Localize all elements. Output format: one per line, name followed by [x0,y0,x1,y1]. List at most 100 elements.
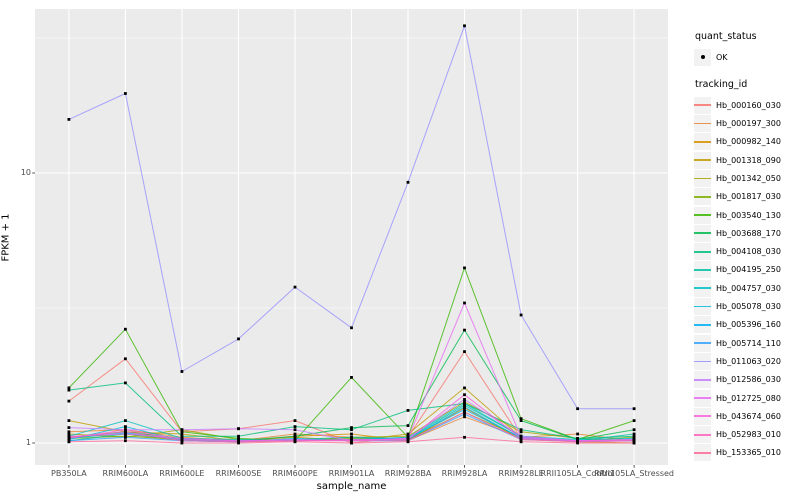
data-point [406,440,410,444]
data-point [350,439,353,443]
legend-item-label: Hb_003688_170 [716,228,781,238]
y-axis-title: FPKM + 1 [0,213,12,262]
data-point [350,426,353,429]
legend-key-box [694,243,711,261]
data-point [576,407,579,411]
legend-line-icon [694,159,711,162]
legend-title-tracking-id: tracking_id [695,79,748,91]
data-point [632,419,636,422]
legend-item-label: Hb_052983_010 [716,430,781,440]
data-point [632,434,636,438]
legend-key-box [694,96,711,114]
legend-line-icon [694,433,711,436]
legend-line-icon [694,269,711,271]
data-point [576,441,579,445]
data-point [124,428,127,432]
data-point [463,398,466,401]
x-axis-title: sample_name [316,481,387,492]
data-point [180,441,184,445]
legend-item-Hb_001318_090: Hb_001318_090 [694,151,800,169]
legend-key-box [694,133,711,151]
data-point [67,430,71,434]
legend-key-box [694,261,711,279]
data-point [350,441,353,445]
legend-item-Hb_011063_020: Hb_011063_020 [694,352,800,370]
legend-item-Hb_004108_030: Hb_004108_030 [694,243,800,261]
legend-spacer [694,66,800,79]
data-point [463,350,466,353]
legend-group-tracking-id: tracking_id Hb_000160_030 Hb_000197_300 Hb… [694,79,800,462]
data-point [293,432,297,436]
legend-item-label: Hb_001817_030 [716,192,781,202]
data-point [293,428,297,432]
x-tick-label: RRIM901LA [328,469,375,478]
data-point [237,434,240,438]
data-point [124,425,127,428]
legend-key-box [694,279,711,297]
data-point [632,439,636,443]
legend-item-Hb_012586_030: Hb_012586_030 [694,371,800,389]
legend-line-icon [694,452,711,454]
legend-line-icon [694,104,711,107]
data-point [463,24,466,28]
x-tick-label: RRIM600SE [215,469,262,478]
legend-item-Hb_005714_110: Hb_005714_110 [694,334,800,352]
legend-item-Hb_003540_130: Hb_003540_130 [694,206,800,224]
legend-key-box [694,169,711,187]
legend-item-Hb_001817_030: Hb_001817_030 [694,188,800,206]
legend-key-box [694,48,711,66]
legend-item-Hb_003688_170: Hb_003688_170 [694,224,800,242]
data-point [632,428,636,432]
legend-key-box [694,115,711,133]
legend-line-icon [694,214,711,216]
data-point [293,419,297,422]
legend-item-label: Hb_004757_030 [716,283,781,293]
legend-item-Hb_005396_160: Hb_005396_160 [694,316,800,334]
legend-item-Hb_000160_030: Hb_000160_030 [694,96,800,114]
point-icon [700,55,705,59]
data-point [463,408,466,411]
x-tick-label: RRII105LA_Control [540,469,615,478]
data-point [67,419,71,422]
legend-line-icon [694,140,711,143]
data-point [463,393,466,397]
data-point [124,432,127,436]
data-point [632,441,636,445]
data-point [237,427,240,431]
x-tick-label: RRIM600PE [272,469,318,478]
legend-item-label: Hb_005396_160 [716,320,781,330]
data-point [350,326,353,330]
data-point [124,435,127,439]
legend-line-icon [694,378,711,381]
data-point [406,180,410,184]
data-point [237,441,240,445]
legend-item-Hb_012725_080: Hb_012725_080 [694,389,800,407]
legend-line-icon [694,415,711,418]
legend-item-label: Hb_000982_140 [716,137,781,147]
data-point [180,428,184,432]
data-point [463,403,466,407]
data-point [519,313,523,317]
legend-key-box [694,444,711,462]
data-point [350,435,353,439]
data-point [293,285,297,289]
data-point [463,415,466,419]
data-point [519,440,523,444]
data-point [293,434,297,438]
data-point [67,386,71,390]
legend-item-Hb_005078_030: Hb_005078_030 [694,298,800,316]
data-point [124,357,127,361]
x-tick-label: RRIM600LE [159,469,205,478]
data-point [406,432,410,436]
data-point [67,435,71,439]
legend-item-label: Hb_004108_030 [716,247,781,257]
data-point [406,409,410,412]
x-tick-label: PB350LA [51,469,87,478]
legend-item-label: OK [716,52,728,62]
data-point [463,402,466,405]
legend-line-icon [694,177,711,180]
data-point [237,337,240,341]
x-tick-label: RRIM600LA [102,469,149,478]
data-point [519,417,523,421]
